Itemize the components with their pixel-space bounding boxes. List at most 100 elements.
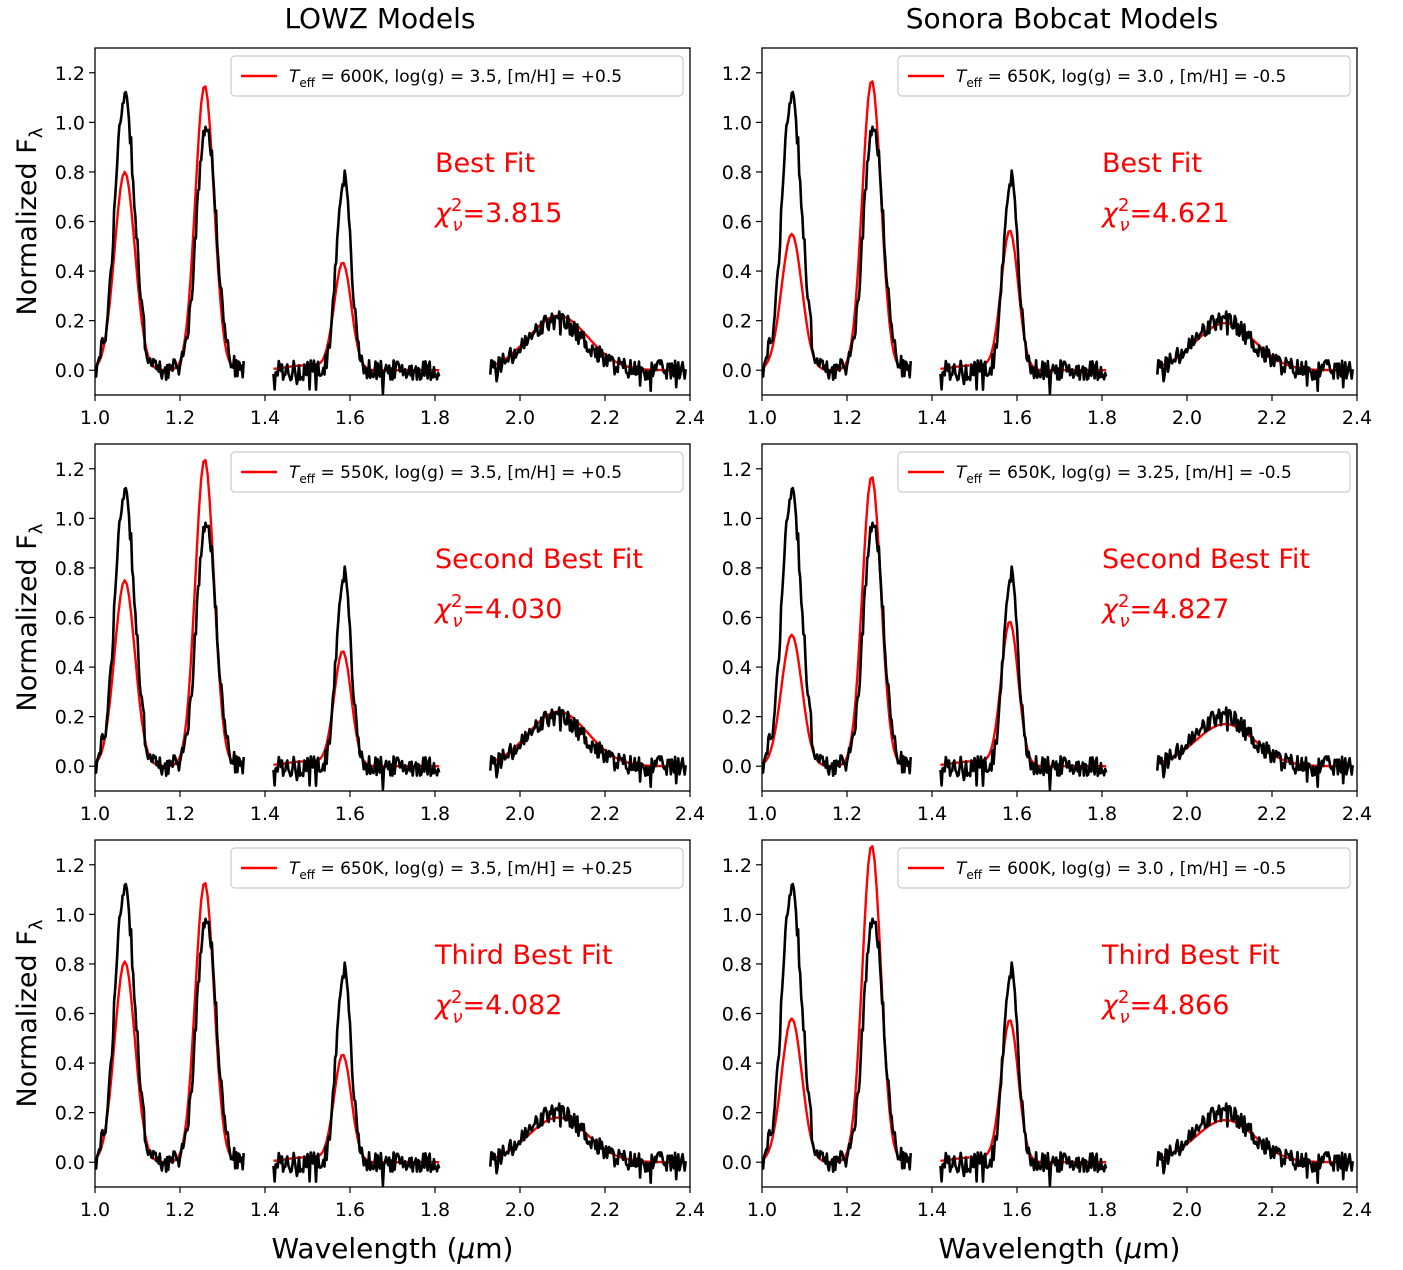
- x-tick-label: 1.4: [250, 1199, 280, 1221]
- x-tick-label: 2.2: [590, 407, 620, 429]
- observed-spectrum-line: [95, 486, 245, 777]
- x-tick-label: 1.8: [420, 407, 450, 429]
- y-tick-label: 1.0: [722, 508, 752, 530]
- model-spectrum-line: [95, 458, 244, 768]
- x-tick-label: 2.4: [1342, 803, 1372, 825]
- x-tick-label: 1.4: [917, 407, 947, 429]
- observed-spectrum-line: [95, 90, 245, 381]
- model-spectrum-line: [940, 229, 1107, 372]
- x-tick-label: 1.0: [747, 803, 777, 825]
- y-tick-label: 0.4: [722, 261, 752, 283]
- model-spectrum-line: [95, 882, 244, 1164]
- x-tick-label: 1.8: [420, 803, 450, 825]
- x-tick-label: 2.2: [1257, 407, 1287, 429]
- x-tick-label: 2.2: [590, 803, 620, 825]
- x-tick-label: 1.4: [917, 1199, 947, 1221]
- y-tick-label: 1.2: [55, 63, 85, 85]
- y-tick-label: 0.8: [55, 558, 85, 580]
- legend: Teff = 650K, log(g) = 3.0 , [m/H] = -0.5: [897, 55, 1351, 97]
- x-tick-label: 1.2: [832, 803, 862, 825]
- legend: Teff = 600K, log(g) = 3.0 , [m/H] = -0.5: [897, 847, 1351, 889]
- observed-spectrum-line: [762, 90, 912, 381]
- panel: 1.0 1.2 1.4 1.6 1.8 2.0 2.2 2.4 0.0 0.2 0.4 0.6 0.8 1…: [55, 47, 705, 429]
- y-tick-label: 1.0: [722, 112, 752, 134]
- axis-labels: Normalized Fλ Normalized Fλ Normalized Fλ W…: [12, 127, 1180, 1265]
- col-title-lowz: LOWZ Models: [284, 2, 475, 35]
- x-tick-label: 1.6: [1002, 803, 1032, 825]
- chi2-label: χ2 ν=3.815: [433, 195, 562, 236]
- y-tick-label: 1.0: [55, 508, 85, 530]
- legend-label: Teff = 650K, log(g) = 3.25, [m/H] = -0.5: [956, 463, 1292, 486]
- observed-spectrum-line: [939, 169, 1108, 395]
- x-tick-label: 1.2: [165, 407, 195, 429]
- x-tick-label: 1.4: [917, 803, 947, 825]
- x-tick-label: 1.6: [1002, 407, 1032, 429]
- legend-box: [230, 55, 684, 97]
- y-tick-label: 1.0: [55, 904, 85, 926]
- y-tick-label: 0.6: [722, 212, 752, 234]
- col-title-sonora: Sonora Bobcat Models: [906, 2, 1219, 35]
- x-tick-label: 2.2: [1257, 803, 1287, 825]
- x-tick-label: 1.4: [250, 407, 280, 429]
- panel: 1.0 1.2 1.4 1.6 1.8 2.0 2.2 2.4 0.0 0.2 0.4 0.6 0.8 1…: [722, 443, 1372, 825]
- panels: 1.0 1.2 1.4 1.6 1.8 2.0 2.2 2.4 0.0 0.2 0.4 0.6 0.8 1…: [55, 47, 1372, 1221]
- panel: 1.0 1.2 1.4 1.6 1.8 2.0 2.2 2.4 0.0 0.2 0.4 0.6 0.8 1…: [722, 47, 1372, 429]
- observed-spectrum-line: [272, 961, 441, 1187]
- x-tick-label: 2.0: [1172, 407, 1202, 429]
- legend-label: Teff = 650K, log(g) = 3.5, [m/H] = +0.25: [289, 859, 633, 882]
- x-tick-label: 1.6: [335, 803, 365, 825]
- x-tick-label: 1.2: [832, 407, 862, 429]
- y-tick-label: 0.4: [55, 657, 85, 679]
- y-tick-label: 0.0: [722, 756, 752, 778]
- y-tick-label: 0.8: [722, 558, 752, 580]
- plot-area: [95, 85, 687, 395]
- x-tick-label: 1.8: [1087, 407, 1117, 429]
- y-tick-label: 1.2: [55, 855, 85, 877]
- x-tick-label: 2.2: [1257, 1199, 1287, 1221]
- legend-label: Teff = 650K, log(g) = 3.0 , [m/H] = -0.5: [956, 67, 1286, 90]
- plot-area: [762, 80, 1354, 395]
- plot-area: [95, 882, 687, 1187]
- legend-label: Teff = 550K, log(g) = 3.5, [m/H] = +0.5: [289, 463, 622, 486]
- legend: Teff = 550K, log(g) = 3.5, [m/H] = +0.5: [230, 451, 684, 493]
- x-tick-label: 1.8: [420, 1199, 450, 1221]
- y-tick-label: 0.2: [722, 311, 752, 333]
- model-spectrum-line: [940, 620, 1107, 768]
- x-tick-label: 2.0: [1172, 1199, 1202, 1221]
- x-tick-label: 2.0: [1172, 803, 1202, 825]
- observed-spectrum-line: [489, 310, 687, 393]
- y-tick-label: 0.4: [722, 1053, 752, 1075]
- y-axis-label: Normalized Fλ: [12, 919, 47, 1107]
- x-tick-label: 2.4: [675, 1199, 705, 1221]
- y-tick-label: 0.8: [722, 954, 752, 976]
- y-tick-label: 0.4: [55, 1053, 85, 1075]
- chi2-label: χ2 ν=4.621: [1100, 195, 1229, 236]
- y-tick-label: 0.2: [55, 311, 85, 333]
- y-tick-label: 1.0: [55, 112, 85, 134]
- x-tick-label: 2.0: [505, 803, 535, 825]
- chi2-label: χ2 ν=4.827: [1100, 591, 1229, 632]
- observed-spectrum-line: [939, 961, 1108, 1187]
- fit-rank-label: Best Fit: [435, 148, 535, 179]
- legend-box: [897, 55, 1351, 97]
- observed-spectrum-line: [762, 486, 912, 777]
- x-tick-label: 2.4: [675, 803, 705, 825]
- y-axis-label: Normalized Fλ: [12, 523, 47, 711]
- model-spectrum-line: [762, 845, 911, 1164]
- y-tick-label: 0.2: [722, 1103, 752, 1125]
- fit-rank-label: Second Best Fit: [1102, 544, 1310, 575]
- x-tick-label: 1.0: [747, 1199, 777, 1221]
- y-tick-label: 1.2: [722, 855, 752, 877]
- model-spectrum-line: [95, 85, 244, 372]
- observed-spectrum-line: [95, 882, 245, 1173]
- fit-rank-label: Second Best Fit: [435, 544, 643, 575]
- observed-spectrum-line: [939, 565, 1108, 791]
- observed-spectrum-line: [272, 169, 441, 395]
- legend: Teff = 600K, log(g) = 3.5, [m/H] = +0.5: [230, 55, 684, 97]
- y-tick-label: 0.2: [722, 707, 752, 729]
- observed-spectrum-line: [272, 565, 441, 791]
- observed-spectrum-line: [1156, 706, 1354, 789]
- x-tick-label: 1.2: [165, 1199, 195, 1221]
- y-tick-label: 0.8: [55, 954, 85, 976]
